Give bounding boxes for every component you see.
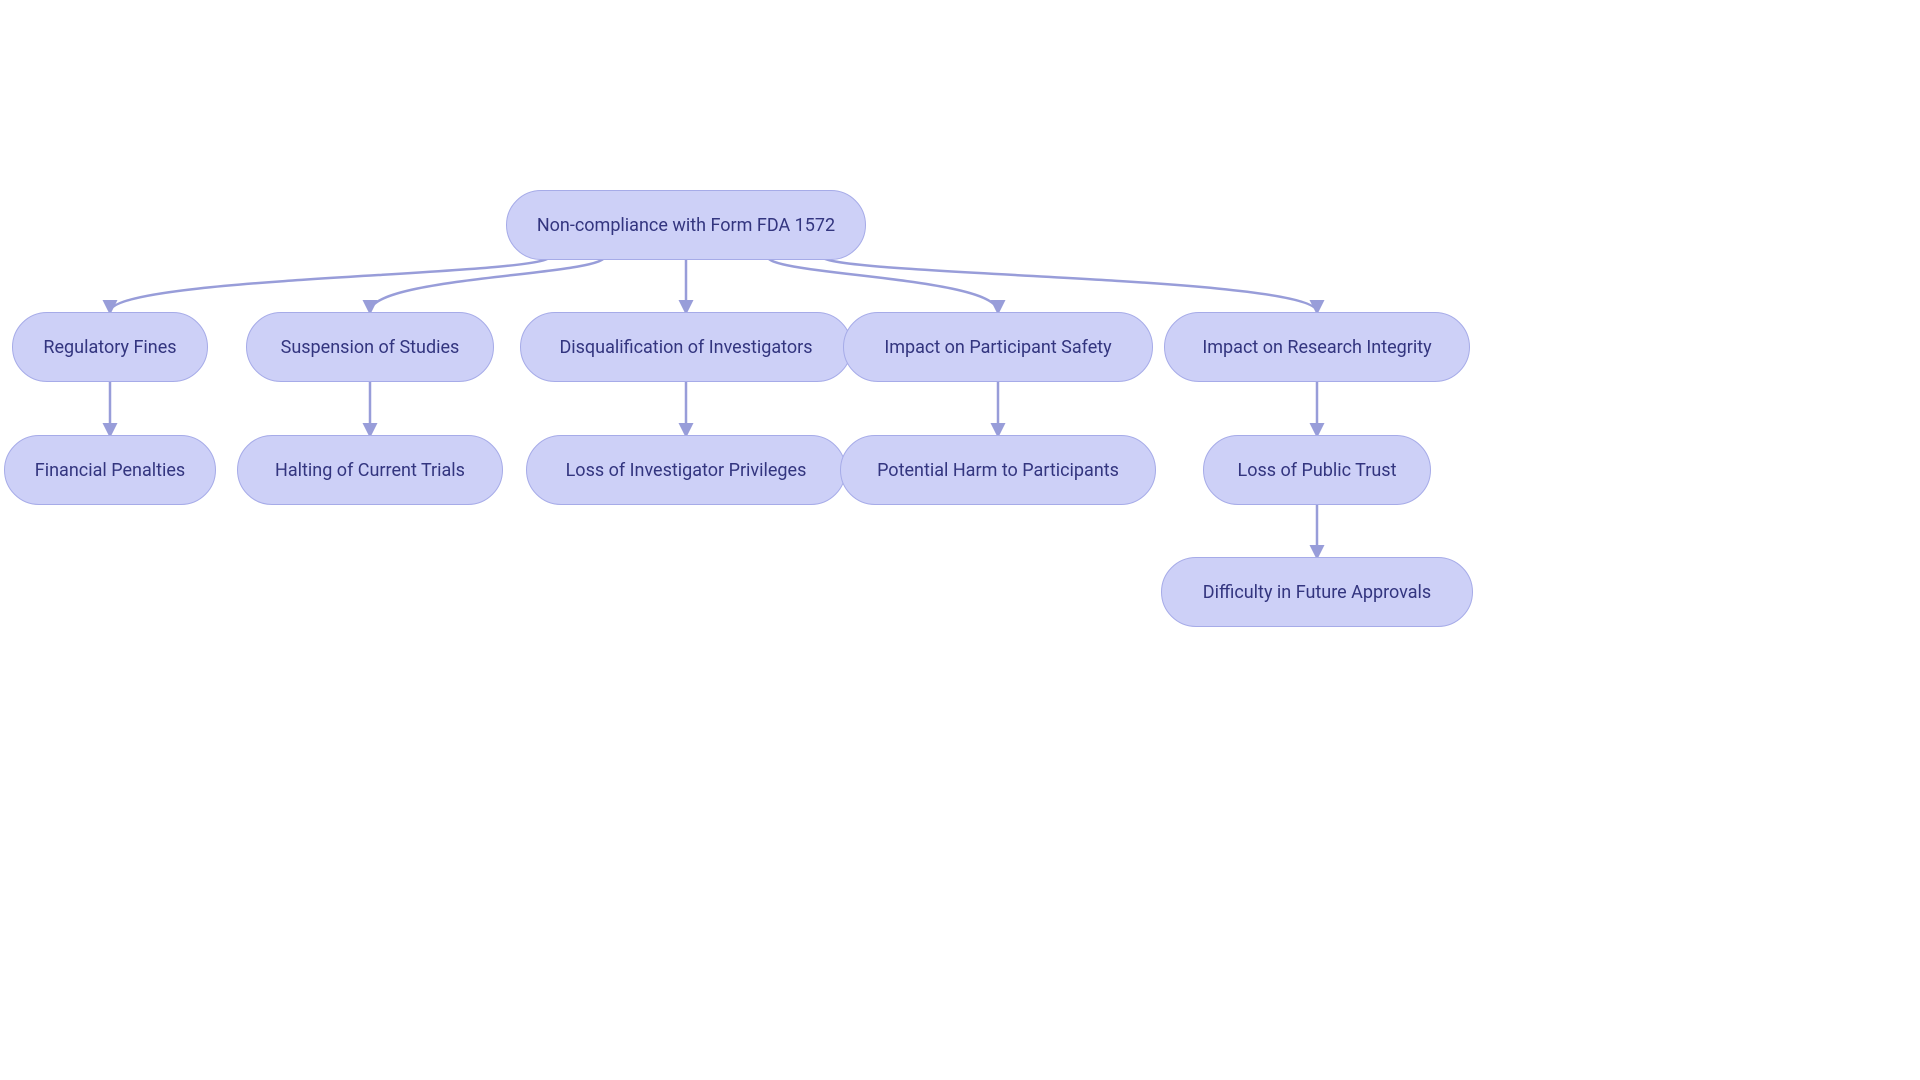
node-label: Loss of Investigator Privileges [566,460,807,481]
node-label: Halting of Current Trials [275,460,465,481]
node-penal: Financial Penalties [4,435,216,505]
edge [110,256,551,312]
node-future: Difficulty in Future Approvals [1161,557,1473,627]
node-safety: Impact on Participant Safety [843,312,1153,382]
node-label: Difficulty in Future Approvals [1203,582,1431,603]
node-label: Potential Harm to Participants [877,460,1119,481]
edge [767,256,998,312]
node-label: Suspension of Studies [281,337,460,358]
node-label: Impact on Research Integrity [1202,337,1431,358]
node-label: Financial Penalties [35,460,185,481]
edge [821,256,1317,312]
flowchart-canvas: Non-compliance with Form FDA 1572 Regulat… [0,0,1920,1080]
node-root: Non-compliance with Form FDA 1572 [506,190,866,260]
node-fines: Regulatory Fines [12,312,208,382]
node-label: Regulatory Fines [43,337,176,358]
node-harm: Potential Harm to Participants [840,435,1156,505]
node-integ: Impact on Research Integrity [1164,312,1470,382]
node-label: Non-compliance with Form FDA 1572 [537,215,835,236]
node-label: Loss of Public Trust [1238,460,1397,481]
node-halt: Halting of Current Trials [237,435,503,505]
node-disq: Disqualification of Investigators [520,312,852,382]
node-loss: Loss of Investigator Privileges [526,435,846,505]
edge [370,256,605,312]
node-trust: Loss of Public Trust [1203,435,1431,505]
edges-layer [0,0,1920,1080]
node-label: Disqualification of Investigators [559,337,812,358]
node-label: Impact on Participant Safety [884,337,1111,358]
node-susp: Suspension of Studies [246,312,494,382]
